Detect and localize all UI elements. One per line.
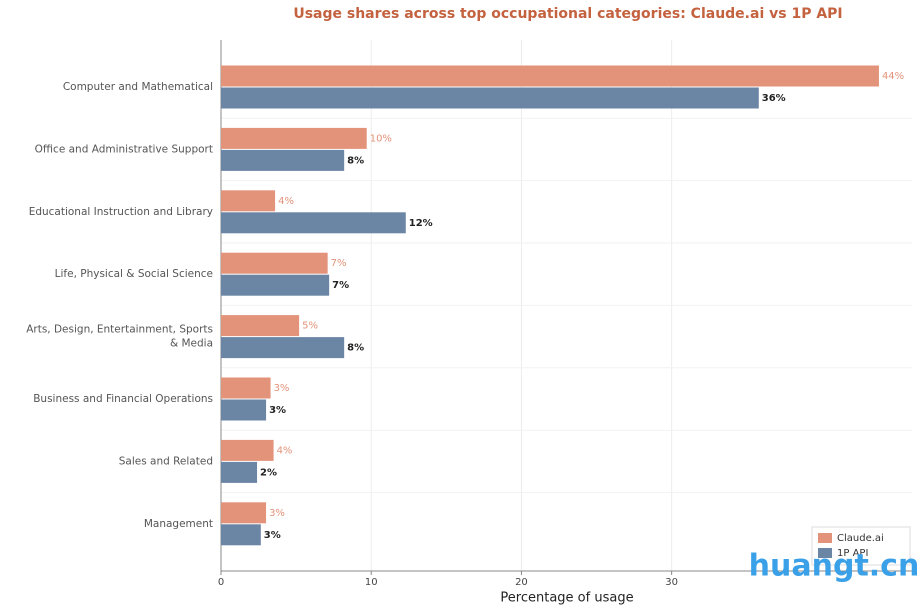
value-label: 2% xyxy=(260,467,277,478)
y-tick-label: Office and Administrative Support xyxy=(35,143,213,155)
y-tick-label: Arts, Design, Entertainment, Sports & Med… xyxy=(26,324,213,350)
legend-label: Claude.ai xyxy=(837,533,884,544)
bar xyxy=(221,87,759,109)
legend-label: 1P API xyxy=(837,548,868,559)
x-tick-label: 0 xyxy=(218,577,224,588)
value-label: 12% xyxy=(409,218,433,229)
bar xyxy=(221,212,406,234)
bar xyxy=(221,377,271,399)
value-label: 44% xyxy=(882,71,904,82)
value-label: 7% xyxy=(332,280,349,291)
value-label: 36% xyxy=(762,93,786,104)
legend-swatch xyxy=(818,548,832,558)
value-label: 5% xyxy=(302,321,318,332)
bar xyxy=(221,315,300,337)
value-label: 8% xyxy=(347,155,364,166)
bar xyxy=(221,439,274,461)
bar xyxy=(221,524,261,546)
bar xyxy=(221,65,879,87)
x-tick-label: 20 xyxy=(515,577,528,588)
value-label: 4% xyxy=(277,445,293,456)
bar xyxy=(221,127,367,149)
bar xyxy=(221,399,267,421)
bar xyxy=(221,252,328,274)
value-label: 7% xyxy=(331,258,347,269)
bar xyxy=(221,190,276,212)
bar xyxy=(221,502,267,524)
legend-swatch xyxy=(818,533,832,543)
value-label: 3% xyxy=(274,383,290,394)
value-label: 8% xyxy=(347,343,364,354)
value-label: 3% xyxy=(264,530,281,541)
value-label: 10% xyxy=(370,133,392,144)
x-axis-label: Percentage of usage xyxy=(500,591,633,606)
bar xyxy=(221,337,345,359)
x-tick-label: 10 xyxy=(365,577,378,588)
chart-title: Usage shares across top occupational cat… xyxy=(293,6,842,22)
y-tick-label: Educational Instruction and Library xyxy=(29,206,213,218)
value-label: 3% xyxy=(269,405,286,416)
value-label: 4% xyxy=(278,196,294,207)
bar xyxy=(221,274,330,296)
y-tick-label: Life, Physical & Social Science xyxy=(55,268,213,280)
y-tick-label: Sales and Related xyxy=(119,455,213,467)
x-tick-label: 30 xyxy=(665,577,678,588)
bar xyxy=(221,149,345,171)
y-tick-label: Management xyxy=(144,518,213,530)
bar xyxy=(221,461,258,483)
value-label: 3% xyxy=(269,508,285,519)
y-tick-label: Business and Financial Operations xyxy=(33,393,213,405)
y-tick-label: Computer and Mathematical xyxy=(63,81,213,93)
watermark: huangt.cn xyxy=(749,549,920,584)
